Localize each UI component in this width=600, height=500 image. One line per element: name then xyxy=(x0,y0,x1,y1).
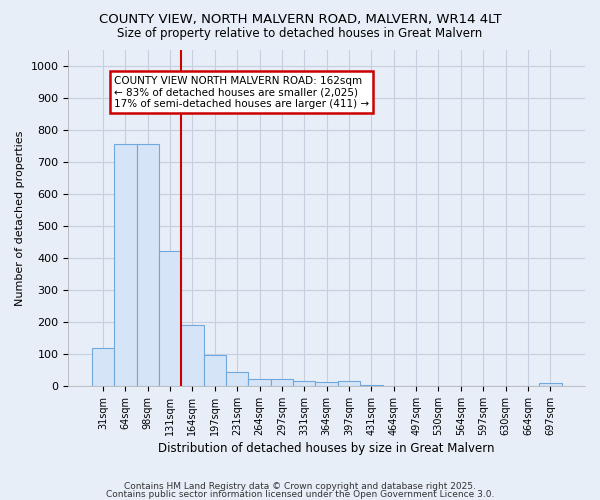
Text: COUNTY VIEW, NORTH MALVERN ROAD, MALVERN, WR14 4LT: COUNTY VIEW, NORTH MALVERN ROAD, MALVERN… xyxy=(98,12,502,26)
Bar xyxy=(159,251,181,386)
Bar xyxy=(181,325,203,386)
Text: COUNTY VIEW NORTH MALVERN ROAD: 162sqm
← 83% of detached houses are smaller (2,0: COUNTY VIEW NORTH MALVERN ROAD: 162sqm ←… xyxy=(114,76,369,109)
Bar xyxy=(248,379,271,386)
Bar xyxy=(338,381,360,386)
Bar xyxy=(92,348,114,386)
Bar xyxy=(137,144,159,386)
Text: Contains public sector information licensed under the Open Government Licence 3.: Contains public sector information licen… xyxy=(106,490,494,499)
X-axis label: Distribution of detached houses by size in Great Malvern: Distribution of detached houses by size … xyxy=(158,442,495,455)
Bar xyxy=(539,384,562,386)
Bar xyxy=(293,381,316,386)
Bar xyxy=(114,144,137,386)
Bar xyxy=(271,379,293,386)
Text: Size of property relative to detached houses in Great Malvern: Size of property relative to detached ho… xyxy=(118,28,482,40)
Bar xyxy=(203,355,226,386)
Bar xyxy=(226,372,248,386)
Bar xyxy=(316,382,338,386)
Text: Contains HM Land Registry data © Crown copyright and database right 2025.: Contains HM Land Registry data © Crown c… xyxy=(124,482,476,491)
Y-axis label: Number of detached properties: Number of detached properties xyxy=(15,130,25,306)
